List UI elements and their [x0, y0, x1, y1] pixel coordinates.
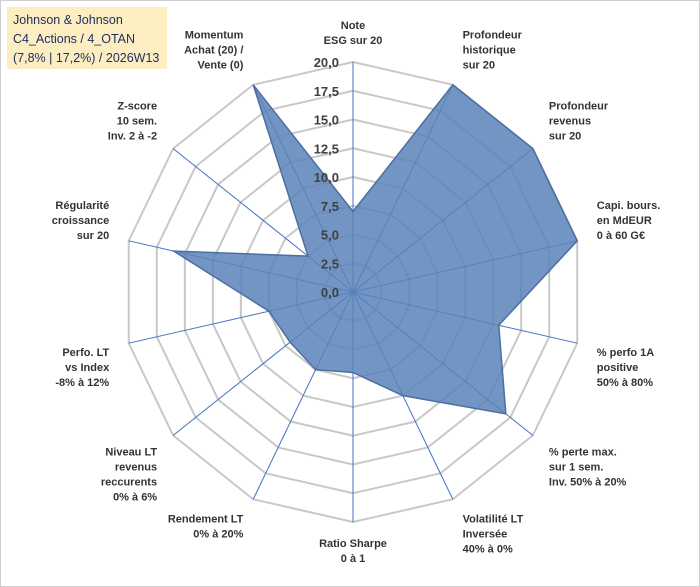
axis-label-line: 0 à 1 [341, 553, 365, 565]
axis-label-line: Inv. 50% à 20% [549, 477, 627, 489]
tick-label: 20,0 [314, 55, 339, 70]
axis-label-line: Rendement LT [168, 513, 244, 525]
axis-label-line: Régularité [55, 200, 109, 212]
tick-label: 7,5 [321, 199, 339, 214]
axis-label: Niveau LT revenus reccurents 0% à 6% [101, 447, 158, 504]
axis-label-line: Volatilité LT [463, 513, 524, 525]
axis-label-line: % perte max. [549, 447, 617, 459]
tick-label: 17,5 [314, 84, 339, 99]
axis-label-line: % perfo 1A [597, 347, 655, 359]
axis-label: Momentum Achat (20) / Vente (0) [184, 30, 244, 72]
axis-label-line: en MdEUR [597, 215, 652, 227]
axis-label-line: Achat (20) / [184, 45, 243, 57]
tick-label: 0,0 [321, 285, 339, 300]
axis-label: Capi. bours. en MdEUR 0 à 60 G€ [597, 200, 661, 242]
axis-label: Volatilité LT Inversée 40% à 0% [463, 513, 524, 555]
axis-label: Régularité croissance sur 20 [52, 200, 109, 242]
axis-label-line: Perfo. LT [62, 347, 109, 359]
radar-series [170, 83, 579, 415]
axis-label-line: 50% à 80% [597, 377, 653, 389]
tick-label: 10,0 [314, 170, 339, 185]
axis-label-line: revenus [549, 115, 591, 127]
axis-label-line: 0 à 60 G€ [597, 230, 645, 242]
axis-label-line: reccurents [101, 477, 157, 489]
axis-label-line: Note [341, 20, 365, 32]
axis-label: Perfo. LT vs Index -8% à 12% [55, 347, 110, 389]
title-line-company: Johnson & Johnson [13, 13, 123, 27]
axis-label: % perte max. sur 1 sem. Inv. 50% à 20% [549, 447, 627, 489]
radar-tick-labels: 0,0 2,5 5,0 7,5 10,0 12,5 15,0 17,5 20,0 [314, 55, 339, 300]
axis-label-line: 0% à 20% [193, 528, 243, 540]
axis-label-line: Z-score [117, 100, 157, 112]
tick-label: 12,5 [314, 141, 339, 156]
axis-label-line: Capi. bours. [597, 200, 661, 212]
axis-label: Z-score 10 sem. Inv. 2 à -2 [108, 100, 157, 142]
axis-label-line: Profondeur [549, 100, 609, 112]
axis-label-line: Inv. 2 à -2 [108, 130, 157, 142]
axis-label: % perfo 1A positive 50% à 80% [597, 347, 655, 389]
axis-label-line: sur 20 [549, 130, 581, 142]
tick-label: 5,0 [321, 228, 339, 243]
tick-label: 2,5 [321, 256, 339, 271]
axis-label-line: Niveau LT [105, 447, 157, 459]
axis-label-line: revenus [115, 462, 157, 474]
axis-label: Profondeur revenus sur 20 [549, 100, 609, 142]
axis-label-line: Inversée [463, 528, 508, 540]
axis-label: Profondeur historique sur 20 [463, 30, 523, 72]
chart-title-box: Johnson & Johnson C4_Actions / 4_OTAN (7… [7, 7, 167, 69]
title-line-period: (7,8% | 17,2%) / 2026W13 [13, 51, 160, 65]
axis-label-line: Vente (0) [198, 60, 244, 72]
axis-label-line: vs Index [65, 362, 110, 374]
axis-label-line: sur 20 [463, 60, 495, 72]
tick-label: 15,0 [314, 113, 339, 128]
series-area [170, 83, 579, 415]
axis-label-line: Momentum [185, 30, 244, 42]
axis-label-line: 10 sem. [117, 115, 157, 127]
axis-label-line: sur 1 sem. [549, 462, 603, 474]
axis-label: Ratio Sharpe 0 à 1 [319, 538, 387, 565]
radar-axis-labels: Note ESG sur 20 Profondeur historique sur 20… [52, 20, 661, 565]
axis-label-line: Ratio Sharpe [319, 538, 387, 550]
axis-label-line: sur 20 [77, 230, 109, 242]
axis-label-line: ESG sur 20 [324, 35, 383, 47]
title-line-category: C4_Actions / 4_OTAN [13, 32, 136, 46]
axis-label-line: 40% à 0% [463, 543, 513, 555]
axis-label-line: Profondeur [463, 30, 523, 42]
axis-label-line: 0% à 6% [113, 492, 157, 504]
axis-label-line: positive [597, 362, 639, 374]
axis-label-line: croissance [52, 215, 109, 227]
axis-label: Rendement LT 0% à 20% [168, 513, 244, 540]
axis-label-line: historique [463, 45, 516, 57]
axis-label-line: -8% à 12% [55, 377, 109, 389]
axis-label: Note ESG sur 20 [324, 20, 383, 47]
